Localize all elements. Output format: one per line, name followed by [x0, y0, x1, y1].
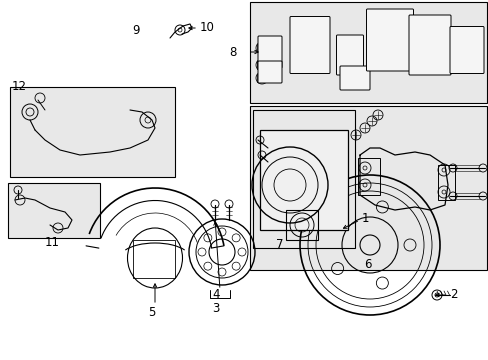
Text: 8: 8	[229, 45, 237, 59]
Bar	[10, 87, 175, 177]
FancyBboxPatch shape	[336, 35, 363, 75]
Text: 6: 6	[364, 257, 371, 270]
Text: 5: 5	[148, 306, 155, 319]
FancyBboxPatch shape	[366, 9, 413, 71]
Text: 11: 11	[44, 235, 60, 248]
Bar	[260, 130, 347, 230]
Bar	[357, 158, 379, 195]
Bar	[249, 2, 486, 103]
Text: 7: 7	[276, 238, 283, 251]
Bar	[437, 165, 454, 200]
FancyBboxPatch shape	[449, 27, 483, 73]
FancyBboxPatch shape	[258, 61, 282, 83]
Text: 4: 4	[212, 288, 219, 302]
Text: 2: 2	[449, 288, 457, 302]
FancyBboxPatch shape	[339, 66, 369, 90]
FancyBboxPatch shape	[258, 36, 282, 68]
Text: 10: 10	[200, 21, 214, 33]
Bar	[133, 240, 175, 278]
Bar	[285, 210, 317, 240]
Bar	[257, 44, 266, 52]
Bar	[8, 183, 100, 238]
Text: 1: 1	[361, 212, 369, 225]
FancyBboxPatch shape	[289, 17, 329, 73]
Text: 12: 12	[12, 80, 27, 93]
Bar	[252, 110, 354, 248]
Text: 3: 3	[212, 302, 219, 315]
Bar	[257, 61, 266, 69]
FancyBboxPatch shape	[408, 15, 450, 75]
Text: 9: 9	[132, 23, 140, 36]
Bar	[249, 106, 486, 270]
Bar	[257, 74, 266, 82]
